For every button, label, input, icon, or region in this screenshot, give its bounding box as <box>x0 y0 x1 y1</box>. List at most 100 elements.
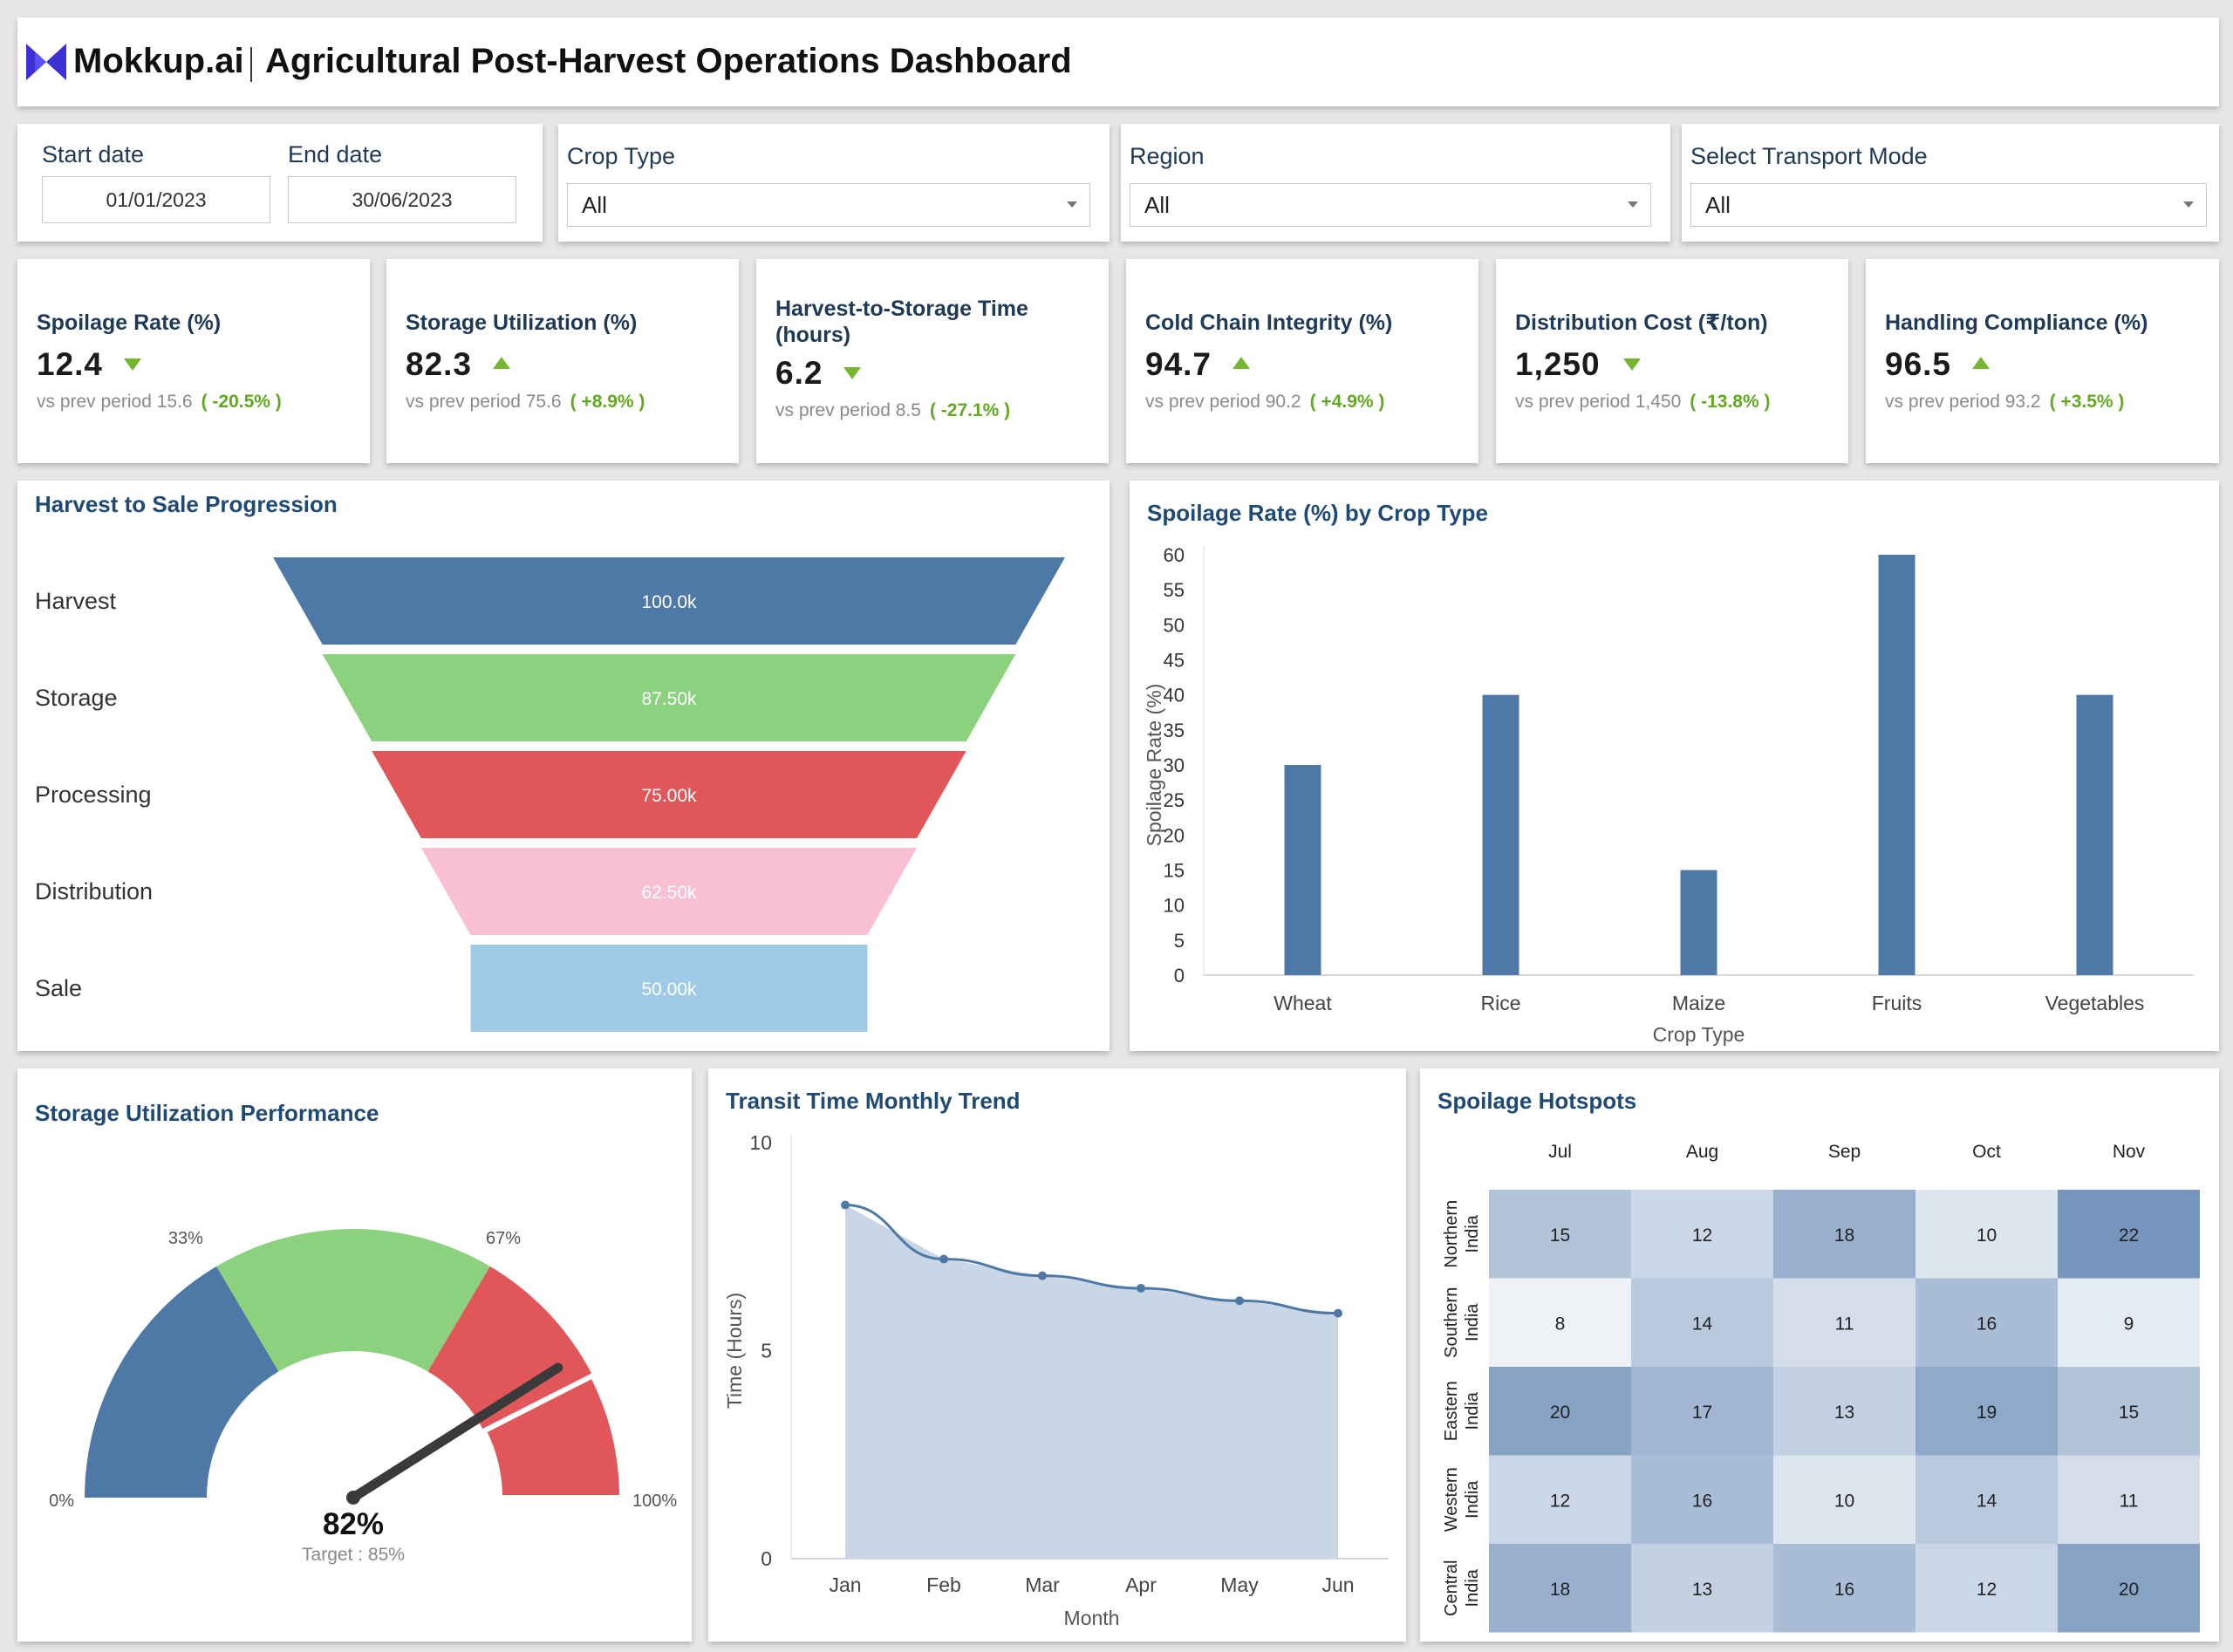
storage-gauge-card: Storage Utilization Performance 0% 33% 67%… <box>17 1068 692 1642</box>
heatmap-cell-value: 12 <box>1977 1580 1997 1600</box>
funnel-stage-label: Sale <box>35 975 82 1001</box>
kpi-value: 6.2 <box>775 355 823 391</box>
gauge-value: 82% <box>323 1507 384 1541</box>
x-tick-label: Apr <box>1125 1573 1157 1596</box>
kpi-label: Handling Compliance (%) <box>1885 311 2148 335</box>
kpi-card-cold-chain-integrity: Cold Chain Integrity (%) 94.7 vs prev pe… <box>1126 259 1478 463</box>
bar-maize <box>1680 870 1717 975</box>
kpi-label: Distribution Cost (₹/ton) <box>1515 311 1768 335</box>
heatmap-cell-value: 18 <box>1834 1225 1854 1246</box>
heatmap-column-label: Sep <box>1828 1142 1861 1162</box>
heatmap-cell <box>1915 1544 2058 1633</box>
heatmap-cell-value: 22 <box>2119 1225 2139 1246</box>
y-tick-label: 50 <box>1164 614 1185 636</box>
y-tick-label: 15 <box>1164 860 1185 882</box>
transit-trend-card: Transit Time Monthly Trend Jan Feb Mar Apr M… <box>708 1068 1406 1642</box>
heatmap-cell-value: 13 <box>1692 1580 1712 1600</box>
bar-chart-title: Spoilage Rate (%) by Crop Type <box>1147 500 1489 526</box>
y-tick-label: 20 <box>1164 824 1185 846</box>
storage-gauge: 0% 33% 67% 100% 82% Target : 85% <box>49 1229 677 1565</box>
heatmap-row-label-line2: India <box>1463 1391 1482 1430</box>
heatmap-cell-value: 19 <box>1977 1403 1997 1423</box>
heatmap-cell <box>1631 1190 1773 1279</box>
heatmap-cell-value: 20 <box>1550 1403 1570 1423</box>
y-tick-label: 10 <box>1164 895 1185 917</box>
heatmap-row-label-line1: Eastern <box>1442 1381 1461 1441</box>
funnel-segment-sale <box>470 945 868 1032</box>
heatmap-cell-value: 8 <box>1555 1314 1566 1334</box>
data-point-feb <box>939 1254 948 1264</box>
heatmap-cell-value: 11 <box>1835 1314 1854 1334</box>
region-filter-card: Region All <box>1121 124 1670 242</box>
x-tick-label: Jan <box>829 1573 861 1596</box>
gauge-title: Storage Utilization Performance <box>35 1100 379 1126</box>
mokkup-logo-icon <box>26 44 66 80</box>
transit-area-chart: Jan Feb Mar Apr May Jun 0 5 10 Month Time (Hours) <box>723 1131 1389 1629</box>
gauge-band-1 <box>216 1229 490 1372</box>
heatmap-cell <box>2058 1190 2200 1279</box>
crop-type-select[interactable]: All <box>567 183 1090 227</box>
heatmap-cell-value: 10 <box>1834 1491 1854 1511</box>
kpi-card-storage-utilization: Storage Utilization (%) 82.3 vs prev per… <box>386 259 739 463</box>
heatmap-cell <box>1915 1190 2058 1279</box>
y-tick-label: 55 <box>1164 579 1185 601</box>
data-point-jun <box>1334 1308 1342 1318</box>
y-tick-label: 45 <box>1164 650 1185 672</box>
x-tick-label: May <box>1220 1573 1259 1596</box>
y-tick-label: 5 <box>1174 930 1185 952</box>
header-bar: Mokkup.ai Agricultural Post-Harvest Oper… <box>17 17 2219 106</box>
transport-mode-select[interactable]: All <box>1690 183 2207 227</box>
heatmap-cell-value: 14 <box>1692 1314 1713 1334</box>
funnel-segment-processing <box>372 751 966 838</box>
kpi-value: 12.4 <box>37 346 104 382</box>
end-date-input[interactable]: 30/06/2023 <box>288 176 516 223</box>
x-tick-label: Vegetables <box>2045 992 2145 1014</box>
date-filter-card: Start date 01/01/2023 End date 30/06/202… <box>17 124 543 242</box>
y-tick-label: 30 <box>1164 754 1185 776</box>
region-select[interactable]: All <box>1130 183 1651 227</box>
trend-up-icon <box>1972 357 1990 369</box>
heatmap-column-label: Nov <box>2113 1142 2146 1162</box>
funnel-segment-storage <box>322 654 1016 741</box>
y-axis-title: Time (Hours) <box>723 1293 746 1409</box>
heatmap-cell <box>1631 1367 1773 1456</box>
x-tick-label: Mar <box>1025 1573 1060 1596</box>
heatmap-title: Spoilage Hotspots <box>1437 1088 1637 1114</box>
heatmap-row-label-line1: Southern <box>1442 1287 1461 1358</box>
heatmap-row-label-line2: India <box>1463 1480 1482 1519</box>
heatmap-row-label-line2: India <box>1463 1568 1482 1607</box>
x-tick-label: Rice <box>1480 992 1520 1014</box>
y-tick-label: 0 <box>761 1547 772 1570</box>
heatmap-cell-value: 16 <box>1692 1491 1712 1511</box>
funnel-value-label: 87.50k <box>641 689 697 709</box>
kpi-comparison: vs prev period 90.2( +4.9% ) <box>1145 392 1385 412</box>
funnel-value-label: 62.50k <box>641 883 697 903</box>
header-divider <box>250 47 252 82</box>
data-point-mar <box>1038 1271 1047 1280</box>
kpi-value: 1,250 <box>1515 346 1601 382</box>
chevron-down-icon <box>1628 201 1638 208</box>
heatmap-cell-value: 15 <box>2119 1403 2139 1423</box>
page-title: Agricultural Post-Harvest Operations Das… <box>265 42 1072 80</box>
heatmap-cell-value: 11 <box>2120 1491 2139 1511</box>
gauge-tick-label: 67% <box>486 1229 521 1248</box>
bar-vegetables <box>2076 694 2113 975</box>
crop-type-value: All <box>582 192 607 218</box>
y-tick-label: 10 <box>749 1131 772 1154</box>
y-tick-label: 0 <box>1174 965 1185 986</box>
trend-down-icon <box>1623 358 1641 371</box>
transport-mode-value: All <box>1705 192 1731 218</box>
heatmap-cell-value: 12 <box>1550 1491 1570 1511</box>
heatmap-row-label-line1: Northern <box>1442 1200 1461 1268</box>
funnel-stage-label: Harvest <box>35 588 117 614</box>
region-label: Region <box>1130 143 1205 169</box>
start-date-input[interactable]: 01/01/2023 <box>42 176 270 223</box>
y-tick-label: 25 <box>1164 789 1185 811</box>
gauge-target-marker <box>480 1372 625 1500</box>
brand-name: Mokkup.ai <box>73 42 244 80</box>
heatmap-cell <box>1631 1455 1773 1544</box>
start-date-label: Start date <box>42 141 145 167</box>
heatmap-column-label: Oct <box>1972 1142 2001 1162</box>
y-tick-label: 35 <box>1164 720 1185 741</box>
kpi-card-harvest-to-storage-time: Harvest-to-Storage Time (hours) 6.2 vs p… <box>756 259 1109 463</box>
